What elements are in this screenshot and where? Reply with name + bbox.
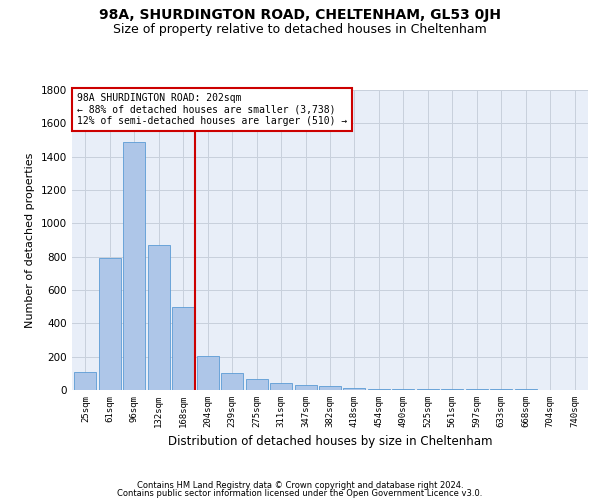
Bar [368, 388, 390, 390]
Bar [99, 258, 121, 390]
Bar [74, 372, 97, 390]
Bar [270, 384, 292, 390]
Y-axis label: Number of detached properties: Number of detached properties [25, 152, 35, 328]
Text: Contains public sector information licensed under the Open Government Licence v3: Contains public sector information licen… [118, 488, 482, 498]
Bar [343, 388, 365, 390]
Bar [172, 306, 194, 390]
Bar [392, 389, 415, 390]
X-axis label: Distribution of detached houses by size in Cheltenham: Distribution of detached houses by size … [168, 436, 492, 448]
Bar [417, 389, 439, 390]
Bar [295, 385, 317, 390]
Bar [221, 374, 243, 390]
Bar [441, 389, 463, 390]
Text: Contains HM Land Registry data © Crown copyright and database right 2024.: Contains HM Land Registry data © Crown c… [137, 481, 463, 490]
Text: Size of property relative to detached houses in Cheltenham: Size of property relative to detached ho… [113, 22, 487, 36]
Bar [245, 379, 268, 390]
Text: 98A, SHURDINGTON ROAD, CHELTENHAM, GL53 0JH: 98A, SHURDINGTON ROAD, CHELTENHAM, GL53 … [99, 8, 501, 22]
Bar [148, 245, 170, 390]
Bar [124, 142, 145, 390]
Bar [466, 389, 488, 390]
Text: 98A SHURDINGTON ROAD: 202sqm
← 88% of detached houses are smaller (3,738)
12% of: 98A SHURDINGTON ROAD: 202sqm ← 88% of de… [77, 93, 347, 126]
Bar [197, 356, 219, 390]
Bar [319, 386, 341, 390]
